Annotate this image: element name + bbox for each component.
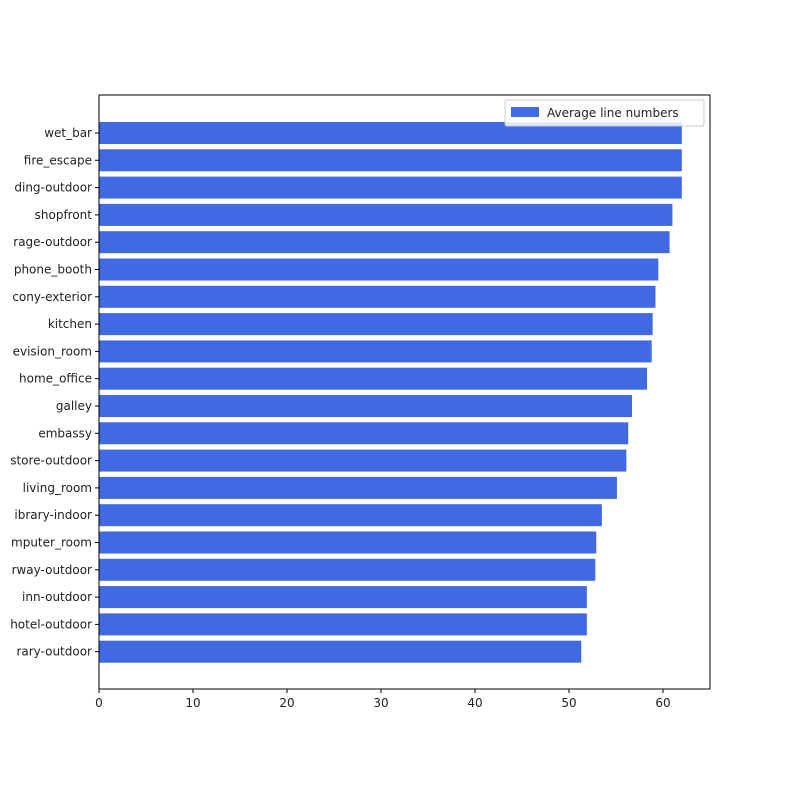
bar-home_office bbox=[99, 367, 648, 390]
x-tick-label: 20 bbox=[279, 696, 294, 710]
bar-fire_escape bbox=[99, 149, 682, 172]
y-tick-label: evision_room bbox=[13, 344, 92, 358]
x-tick-label: 40 bbox=[467, 696, 482, 710]
y-axis-ticks: wet_bar fire_escape ding-outdoor shopfront r… bbox=[10, 126, 99, 659]
x-axis-ticks: 0 10 20 30 40 50 60 bbox=[95, 689, 671, 710]
y-tick-label: store-outdoor bbox=[10, 454, 92, 468]
bar-shopfront bbox=[99, 203, 673, 226]
bar-inn-outdoor bbox=[99, 586, 587, 609]
legend-box bbox=[504, 99, 705, 127]
bar-mputer_room bbox=[99, 531, 597, 554]
legend: Average line numbers bbox=[504, 99, 705, 127]
y-tick-label: mputer_room bbox=[11, 536, 92, 550]
bar-cony-exterior bbox=[99, 285, 656, 308]
y-tick-label: ding-outdoor bbox=[14, 181, 92, 195]
bar-hotel-outdoor bbox=[99, 613, 587, 636]
bar-ibrary-indoor bbox=[99, 504, 602, 527]
bars-group bbox=[99, 122, 682, 663]
bar-rway-outdoor bbox=[99, 558, 596, 581]
legend-swatch bbox=[511, 107, 539, 117]
y-tick-label: home_office bbox=[19, 372, 92, 386]
bar-wet_bar bbox=[99, 122, 682, 144]
x-tick-label: 30 bbox=[373, 696, 388, 710]
y-tick-label: shopfront bbox=[35, 208, 93, 222]
y-tick-label: rway-outdoor bbox=[12, 563, 92, 577]
y-tick-label: fire_escape bbox=[24, 153, 92, 167]
bar-rary-outdoor bbox=[99, 640, 582, 663]
bar-embassy bbox=[99, 422, 629, 445]
y-tick-label: living_room bbox=[23, 481, 92, 495]
bar-phone_booth bbox=[99, 258, 659, 281]
y-tick-label: phone_booth bbox=[14, 263, 92, 277]
bar-evision_room bbox=[99, 340, 652, 363]
x-tick-label: 10 bbox=[185, 696, 200, 710]
y-tick-label: inn-outdoor bbox=[22, 590, 92, 604]
y-tick-label: rary-outdoor bbox=[16, 645, 92, 659]
y-tick-label: hotel-outdoor bbox=[10, 617, 92, 631]
bar-galley bbox=[99, 395, 632, 417]
plot-frame bbox=[98, 94, 711, 690]
y-tick-label: wet_bar bbox=[44, 126, 92, 140]
bar-rage-outdoor bbox=[99, 231, 670, 254]
y-tick-label: ibrary-indoor bbox=[14, 508, 92, 522]
y-tick-label: embassy bbox=[38, 426, 92, 440]
legend-label: Average line numbers bbox=[547, 106, 679, 120]
bar-kitchen bbox=[99, 313, 653, 336]
x-tick-label: 50 bbox=[561, 696, 576, 710]
x-tick-label: 60 bbox=[655, 696, 670, 710]
y-tick-label: cony-exterior bbox=[12, 290, 92, 304]
bar-living_room bbox=[99, 476, 617, 499]
y-tick-label: galley bbox=[56, 399, 92, 413]
bar-ding-outdoor bbox=[99, 176, 682, 199]
bar-store-outdoor bbox=[99, 449, 627, 472]
x-tick-label: 0 bbox=[95, 696, 103, 710]
y-tick-label: kitchen bbox=[48, 317, 92, 331]
y-tick-label: rage-outdoor bbox=[13, 235, 92, 249]
